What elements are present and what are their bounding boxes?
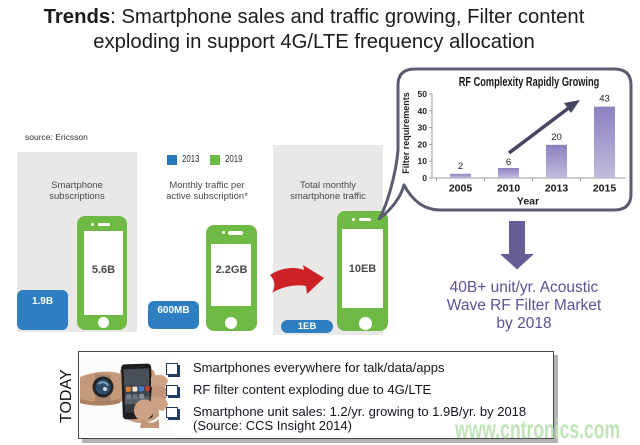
svg-text:2010: 2010 [497,183,521,195]
svg-text:43: 43 [599,94,610,105]
svg-text:2015: 2015 [593,183,617,195]
svg-text:Filter requirements: Filter requirements [401,92,411,174]
svg-text:30: 30 [418,123,428,133]
svg-text:2: 2 [458,161,463,172]
svg-text:40: 40 [418,106,428,116]
svg-text:2005: 2005 [449,183,473,195]
svg-text:Year: Year [517,196,539,208]
svg-text:20: 20 [418,139,428,149]
svg-text:50: 50 [418,90,428,99]
svg-text:10: 10 [418,156,428,166]
svg-text:6: 6 [506,157,511,168]
svg-text:0: 0 [422,173,427,183]
svg-text:20: 20 [551,132,562,143]
svg-text:2013: 2013 [545,183,569,195]
